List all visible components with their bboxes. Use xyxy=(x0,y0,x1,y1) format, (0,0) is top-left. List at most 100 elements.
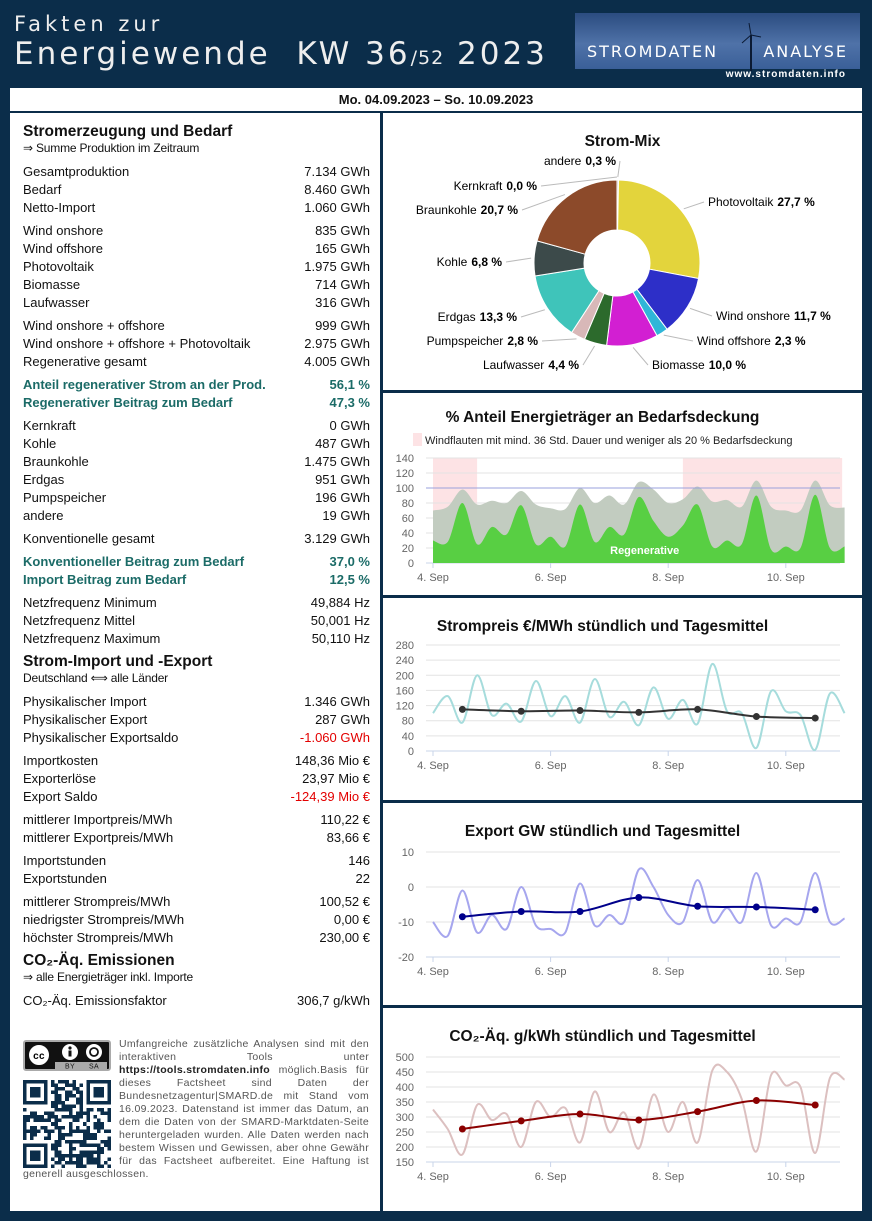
pie-label-value: 6,8 % xyxy=(471,255,502,269)
fact-row: Export Saldo -124,39 Mio € xyxy=(23,788,370,806)
x-tick-label: 6. Sep xyxy=(535,1171,567,1183)
fact-group: Wind onshore + offshore 999 GWh Wind onsho… xyxy=(23,317,370,371)
pie-label-name: Pumpspeicher xyxy=(427,334,504,348)
x-tick-label: 4. Sep xyxy=(417,572,449,584)
fact-label: mittlerer Strompreis/MWh xyxy=(23,894,171,909)
pie-label-name: Erdgas xyxy=(438,310,476,324)
fact-row: Pumpspeicher 196 GWh xyxy=(23,489,370,507)
pie-label: Kohle 6,8 % xyxy=(437,255,503,269)
tools-link[interactable]: https://tools.stromdaten.info xyxy=(119,1064,271,1076)
fact-value: 7.134 GWh xyxy=(304,164,370,179)
fact-label: Regenerativer Beitrag zum Bedarf xyxy=(23,395,233,410)
x-tick-label: 4. Sep xyxy=(417,966,449,978)
pie-label-name: Wind onshore xyxy=(716,309,790,323)
share-chart: 0 20 40 60 80 100 120 140 4. Sep 6. Sep 8. Sep 10. … xyxy=(396,433,845,584)
fact-value: 49,884 Hz xyxy=(310,595,370,610)
fact-row: Netzfrequenz Mittel 50,001 Hz xyxy=(23,612,370,630)
fact-label: Laufwasser xyxy=(23,295,90,310)
pie-label-connector xyxy=(505,257,532,263)
y-tick-label: 120 xyxy=(396,701,414,713)
fact-value: 316 GWh xyxy=(315,295,370,310)
y-tick-label: 500 xyxy=(396,1052,414,1064)
hourly-line xyxy=(432,662,846,751)
fact-group: Wind onshore 835 GWh Wind offshore 165 GWh P… xyxy=(23,222,370,312)
pie-label: andere 0,3 % xyxy=(544,154,616,168)
strom-mix-donut-chart: andere 0,3 % Photovoltaik 27,7 % Wind onshor… xyxy=(416,154,831,372)
pie-label-connector xyxy=(689,307,713,317)
fact-value: 835 GWh xyxy=(315,223,370,238)
fact-label: Physikalischer Import xyxy=(23,694,147,709)
fact-label: Export Saldo xyxy=(23,789,98,804)
pie-label-value: 2,3 % xyxy=(775,334,806,348)
fact-row: Bedarf 8.460 GWh xyxy=(23,181,370,199)
y-tick-label: 80 xyxy=(402,498,414,510)
fact-value: 23,97 Mio € xyxy=(302,771,370,786)
fact-value: 50,110 Hz xyxy=(311,631,370,646)
fact-label: Pumpspeicher xyxy=(23,490,107,505)
daily-mean-point xyxy=(694,705,702,713)
fact-label: Importkosten xyxy=(23,753,99,768)
y-tick-label: 240 xyxy=(396,655,414,667)
fact-row: mittlerer Strompreis/MWh 100,52 € xyxy=(23,893,370,911)
qr-code-image xyxy=(23,1080,111,1168)
fact-row: Wind offshore 165 GWh xyxy=(23,240,370,258)
fact-group: mittlerer Strompreis/MWh 100,52 € niedrigs… xyxy=(23,893,370,947)
pie-label-connector xyxy=(663,334,694,342)
y-tick-label: 10 xyxy=(402,847,414,859)
footer-text-basis: Basis für dieses Factsheet sind Daten de… xyxy=(23,1064,370,1180)
y-tick-label: 0 xyxy=(408,558,414,570)
daily-mean-point xyxy=(635,708,643,716)
pie-label-name: Kohle xyxy=(437,255,468,269)
pie-label-value: 20,7 % xyxy=(481,203,519,217)
fact-value: 47,3 % xyxy=(329,395,370,410)
cc-icon: cc BY SA xyxy=(27,1043,107,1071)
fact-row: Regenerative gesamt 4.005 GWh xyxy=(23,353,370,371)
fact-value: -124,39 Mio € xyxy=(290,789,371,804)
pie-label-name: Biomasse xyxy=(652,358,705,372)
pie-label-connector xyxy=(520,309,545,318)
section-title: Strom-Import und -Export xyxy=(23,653,213,670)
pie-label-connector xyxy=(541,338,577,342)
fact-row: Biomasse 714 GWh xyxy=(23,276,370,294)
daily-mean-point xyxy=(694,902,702,910)
fact-row: Netto-Import 1.060 GWh xyxy=(23,199,370,217)
fact-value: -1.060 GWh xyxy=(299,730,370,745)
hourly-line xyxy=(432,867,846,939)
fact-row: Konventioneller Beitrag zum Bedarf 37,0 % xyxy=(23,553,370,571)
fact-group: Importstunden 146 Exportstunden 22 xyxy=(23,852,370,888)
pie-label: Laufwasser 4,4 % xyxy=(483,358,579,372)
fact-label: Netto-Import xyxy=(23,200,96,215)
section-title: CO₂-Äq. Emissionen xyxy=(23,952,175,969)
header-title: Energiewende KW 36/52 2023 xyxy=(14,36,548,72)
pie-label: Kernkraft 0,0 % xyxy=(454,179,538,193)
fact-label: Wind onshore xyxy=(23,223,104,238)
fact-label: Anteil regenerativer Strom an der Prod. xyxy=(23,377,266,392)
fact-group: mittlerer Importpreis/MWh 110,22 € mittler… xyxy=(23,811,370,847)
chart-title: Strompreis €/MWh stündlich und Tagesmitt… xyxy=(436,618,769,635)
daily-mean-point xyxy=(458,913,466,921)
legend-swatch xyxy=(413,433,422,446)
section-subtitle: ⇒ Summe Produktion im Zeitraum xyxy=(23,141,200,155)
daily-mean-point xyxy=(752,713,760,721)
fact-row: Netzfrequenz Maximum 50,110 Hz xyxy=(23,630,370,648)
y-tick-label: 0 xyxy=(408,746,414,758)
pie-label-connector xyxy=(582,345,595,366)
daily-mean-point xyxy=(811,1101,819,1109)
pie-label-name: andere xyxy=(544,154,582,168)
fact-group: Gesamtproduktion 7.134 GWh Bedarf 8.460 GWh… xyxy=(23,163,370,217)
hourly-line xyxy=(432,1063,846,1156)
fact-group: Konventionelle gesamt 3.129 GWh xyxy=(23,530,370,548)
cc-by-sa-license-badge: cc BY SA xyxy=(23,1040,111,1071)
title-main: Energiewende KW 36 xyxy=(14,36,411,72)
fact-label: Gesamtproduktion xyxy=(23,164,130,179)
y-tick-label: 450 xyxy=(396,1067,414,1079)
fact-group: Netzfrequenz Minimum 49,884 Hz Netzfrequen… xyxy=(23,594,370,648)
fact-value: 714 GWh xyxy=(315,277,370,292)
fact-row: Exportstunden 22 xyxy=(23,870,370,888)
pie-label-value: 0,0 % xyxy=(506,179,537,193)
fact-value: 22 xyxy=(355,871,370,886)
daily-mean-point xyxy=(517,707,525,715)
fact-label: Exportstunden xyxy=(23,871,107,886)
fact-label: höchster Strompreis/MWh xyxy=(23,930,174,945)
pie-label-connector xyxy=(521,194,566,211)
